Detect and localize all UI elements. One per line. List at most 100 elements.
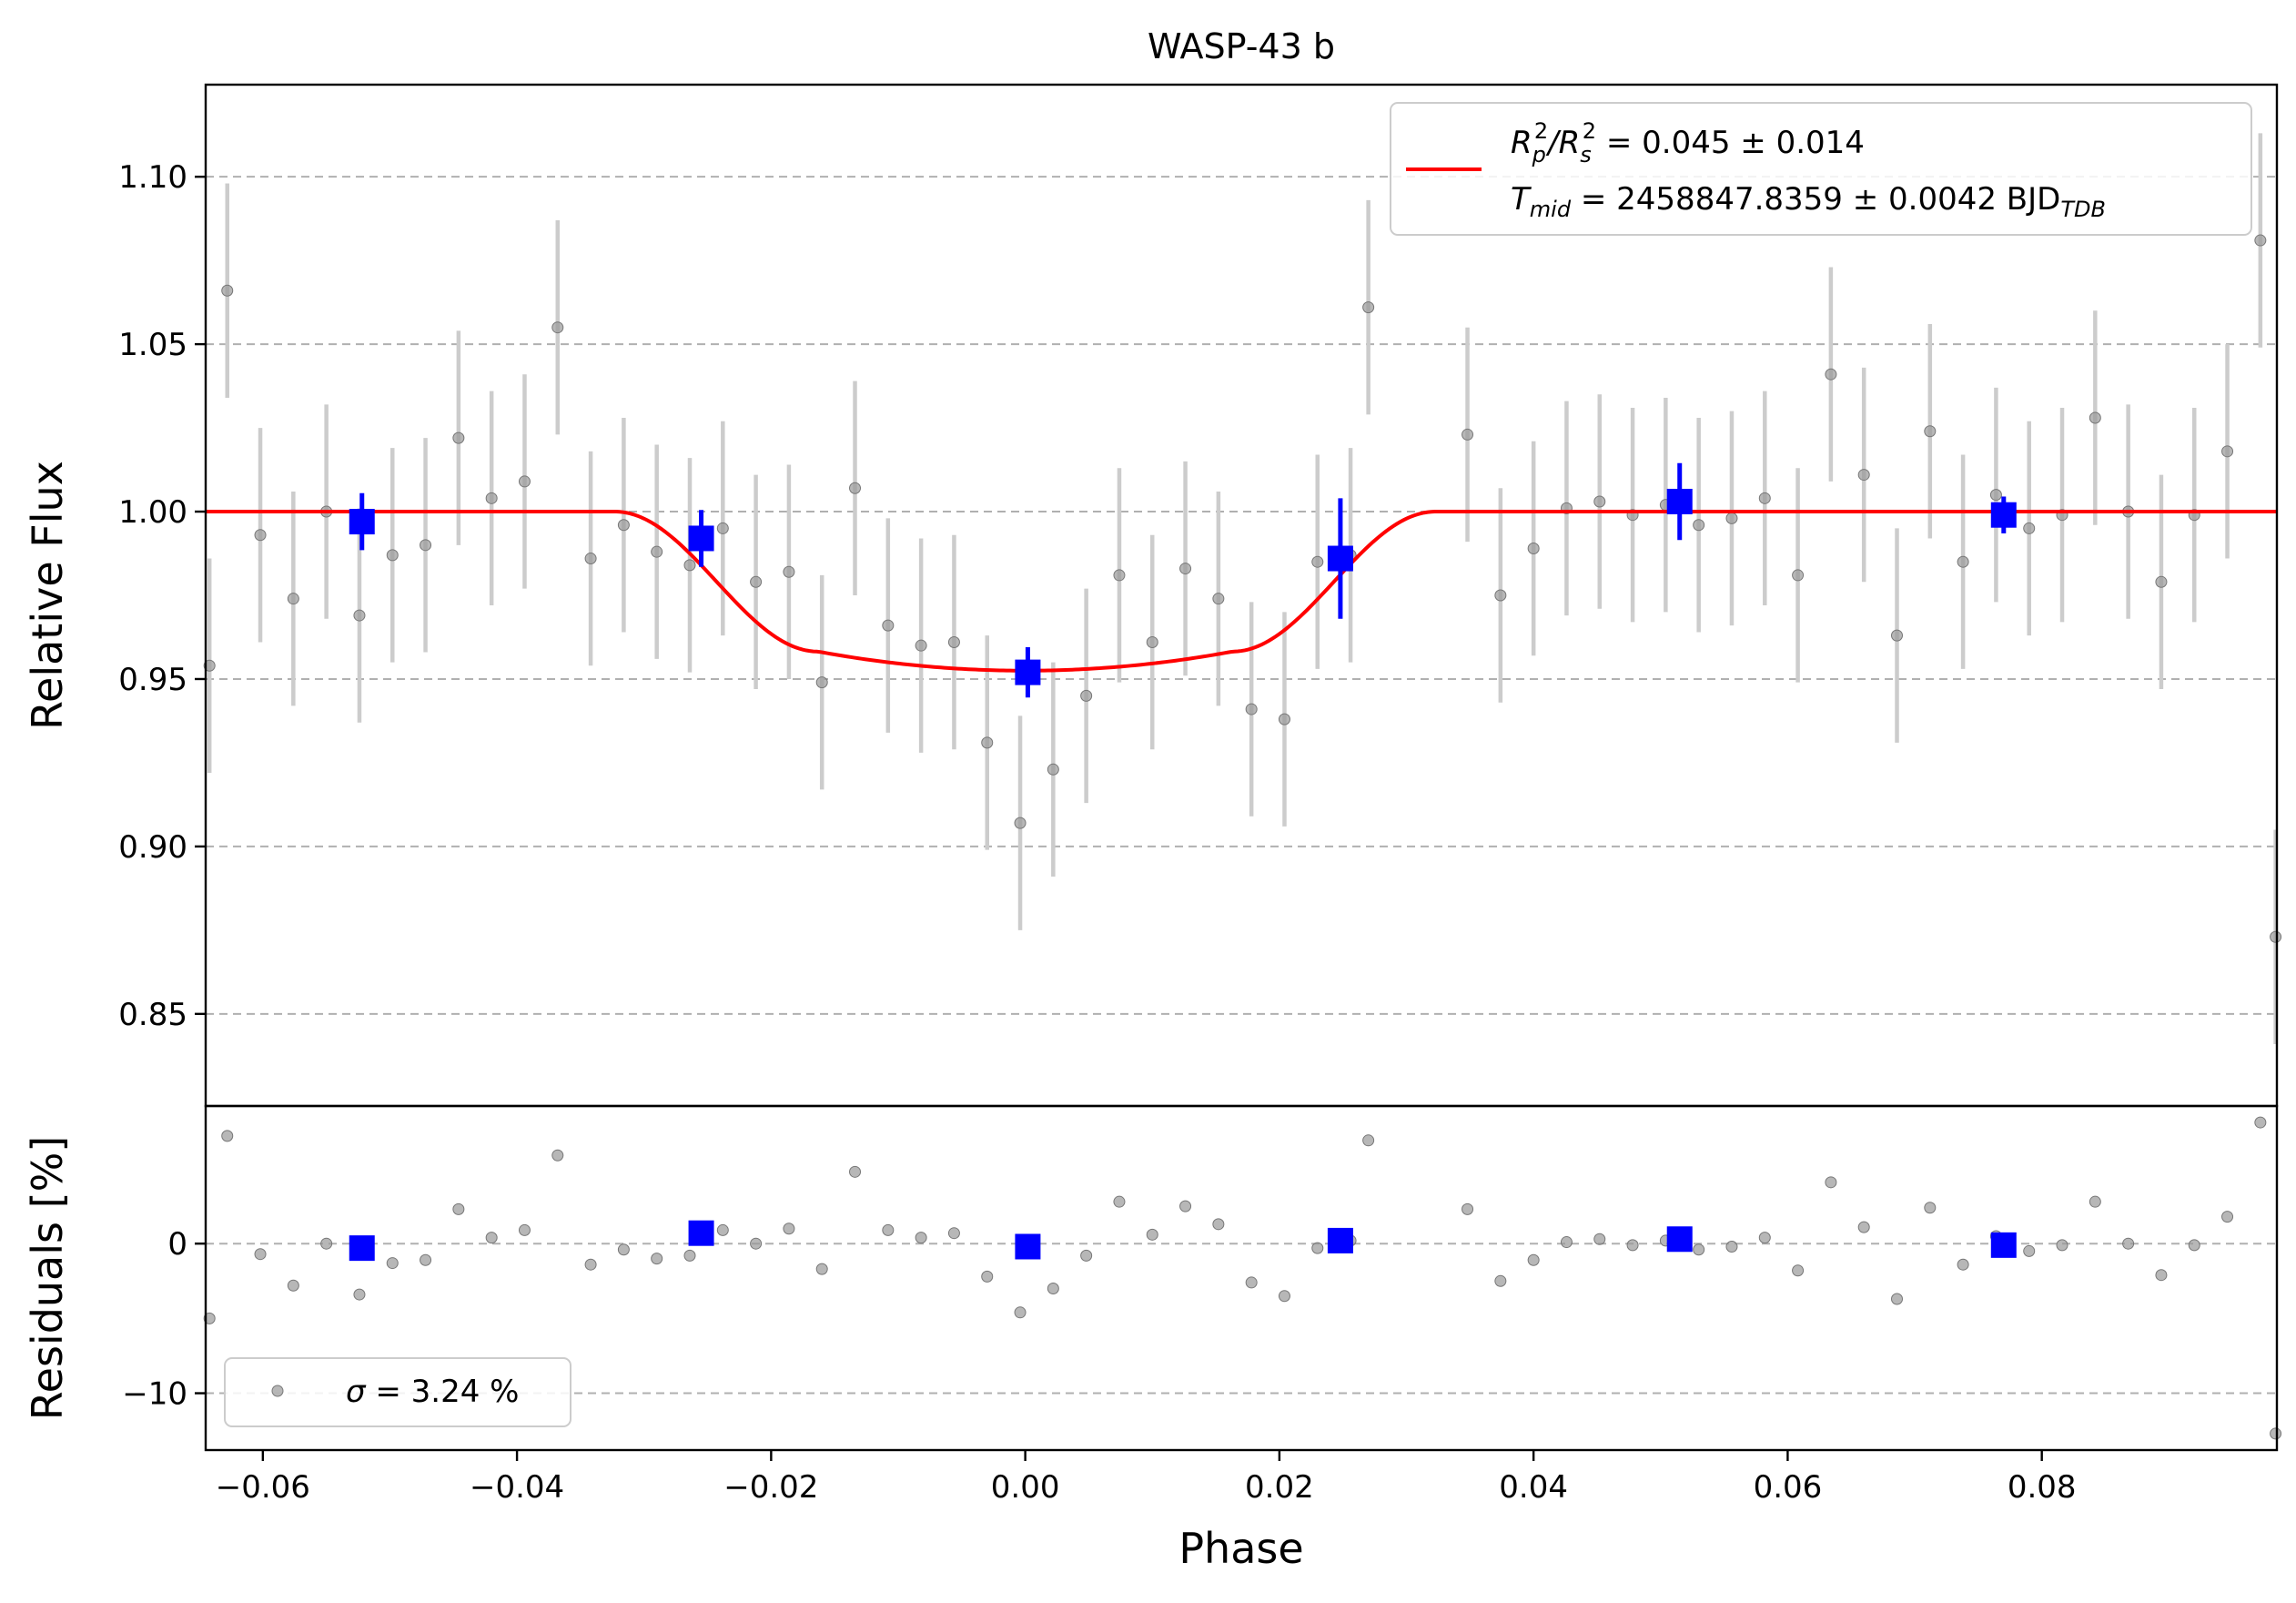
flux-y-axis-label: Relative Flux bbox=[23, 461, 72, 730]
binned-point bbox=[688, 1220, 714, 1246]
raw-point bbox=[1311, 555, 1324, 568]
raw-point bbox=[1047, 763, 1059, 776]
raw-point bbox=[651, 1253, 663, 1265]
legend-radius-ratio: Rp2/Rs2 = 0.045 ± 0.014 bbox=[1511, 118, 1865, 167]
transit-model-line bbox=[206, 510, 2277, 673]
raw-point bbox=[1080, 689, 1093, 702]
residuals-panel: −10 0 Residuals [%] σ = 3.24 % bbox=[23, 1104, 2282, 1452]
raw-point bbox=[2089, 411, 2101, 424]
raw-point bbox=[683, 559, 696, 572]
raw-point bbox=[716, 522, 729, 534]
y-tick-label: 1.05 bbox=[118, 327, 187, 363]
residuals-y-ticks: −10 0 bbox=[122, 1226, 206, 1413]
raw-point bbox=[783, 1223, 795, 1235]
raw-point bbox=[551, 1149, 564, 1162]
raw-point bbox=[1014, 1306, 1027, 1319]
raw-point bbox=[1146, 636, 1158, 649]
raw-point bbox=[1462, 1202, 1474, 1215]
flux-raw-errorbars bbox=[207, 133, 2278, 1044]
raw-point bbox=[320, 1237, 333, 1250]
raw-point bbox=[452, 1202, 465, 1215]
binned-point bbox=[1990, 1232, 2017, 1258]
raw-point bbox=[1626, 1239, 1639, 1252]
raw-point bbox=[617, 1243, 630, 1256]
raw-point bbox=[2254, 1116, 2267, 1129]
raw-point bbox=[1857, 1221, 1870, 1233]
raw-point bbox=[1593, 495, 1606, 508]
chart-title: WASP-43 b bbox=[1148, 26, 1335, 66]
raw-point bbox=[1924, 425, 1937, 438]
raw-point bbox=[1725, 1240, 1738, 1253]
raw-point bbox=[617, 519, 630, 532]
raw-point bbox=[915, 1232, 927, 1244]
x-tick-label: −0.06 bbox=[216, 1469, 310, 1506]
raw-point bbox=[849, 1165, 862, 1178]
raw-point bbox=[1957, 1258, 1969, 1271]
x-tick-label: 0.02 bbox=[1245, 1469, 1314, 1506]
raw-point bbox=[815, 676, 828, 689]
raw-point bbox=[1113, 569, 1126, 582]
raw-point bbox=[1245, 1276, 1258, 1289]
raw-point bbox=[1311, 1242, 1324, 1254]
flux-gridlines bbox=[206, 176, 2277, 1015]
raw-point bbox=[2023, 1244, 2036, 1257]
raw-point bbox=[1179, 1200, 1192, 1212]
raw-point bbox=[683, 1249, 696, 1262]
raw-point bbox=[1494, 1274, 1507, 1287]
raw-point bbox=[2254, 234, 2267, 247]
raw-point bbox=[254, 529, 267, 542]
raw-point bbox=[2155, 575, 2168, 588]
raw-point bbox=[2056, 1239, 2068, 1252]
raw-point bbox=[981, 1270, 994, 1283]
binned-point bbox=[1666, 488, 1693, 514]
flux-panel-frame bbox=[204, 83, 2279, 1108]
raw-point bbox=[386, 549, 399, 562]
y-tick-label: 0.85 bbox=[118, 997, 187, 1033]
raw-point bbox=[882, 1223, 895, 1236]
raw-point bbox=[1891, 1293, 1904, 1305]
y-tick-label: −10 bbox=[122, 1376, 187, 1413]
x-axis-ticks: −0.06 −0.04 −0.02 0.00 0.02 0.04 0.06 0.08 bbox=[216, 1450, 2077, 1506]
legend-sigma: σ = 3.24 % bbox=[346, 1374, 519, 1410]
residuals-y-axis-label: Residuals [%] bbox=[23, 1136, 72, 1420]
raw-point bbox=[452, 431, 465, 444]
raw-point bbox=[1462, 428, 1474, 441]
raw-point bbox=[915, 639, 927, 652]
x-tick-label: 0.08 bbox=[2008, 1469, 2077, 1506]
raw-point bbox=[1362, 1134, 1375, 1147]
flux-raw-points bbox=[203, 234, 2282, 943]
binned-point bbox=[1015, 1233, 1041, 1260]
raw-point bbox=[750, 1237, 763, 1250]
raw-point bbox=[750, 575, 763, 588]
residuals-legend: σ = 3.24 % bbox=[224, 1357, 571, 1427]
raw-point bbox=[1212, 593, 1225, 605]
raw-point bbox=[947, 1227, 960, 1240]
legend-residual-marker bbox=[271, 1385, 284, 1397]
raw-point bbox=[1014, 817, 1027, 829]
binned-point bbox=[1666, 1226, 1693, 1253]
y-tick-label: 0.90 bbox=[118, 829, 187, 866]
raw-point bbox=[1693, 519, 1705, 532]
raw-point bbox=[1560, 1236, 1573, 1249]
raw-point bbox=[420, 1253, 432, 1266]
residuals-legend-box bbox=[224, 1357, 571, 1427]
raw-point bbox=[353, 1288, 366, 1301]
raw-point bbox=[1527, 542, 1540, 554]
raw-point bbox=[518, 1223, 531, 1236]
raw-point bbox=[815, 1263, 828, 1275]
flux-binned-points bbox=[349, 462, 2017, 698]
raw-point bbox=[287, 593, 299, 605]
y-tick-label: 0.95 bbox=[118, 662, 187, 698]
x-axis-label: Phase bbox=[1178, 1524, 1303, 1573]
raw-point bbox=[420, 539, 432, 552]
x-tick-label: −0.02 bbox=[723, 1469, 818, 1506]
raw-point bbox=[2270, 1427, 2282, 1440]
raw-point bbox=[2089, 1195, 2101, 1208]
residuals-panel-frame bbox=[204, 1104, 2279, 1452]
raw-point bbox=[1792, 1264, 1805, 1277]
raw-point bbox=[1527, 1253, 1540, 1266]
y-tick-label: 1.00 bbox=[118, 494, 187, 531]
raw-point bbox=[849, 482, 862, 494]
raw-point bbox=[485, 492, 498, 504]
